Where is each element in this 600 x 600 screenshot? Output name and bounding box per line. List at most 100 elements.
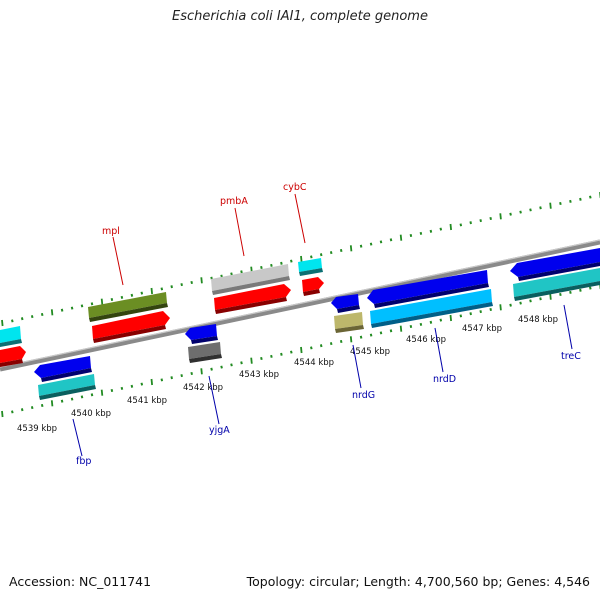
kbp-label-4542: 4542 kbp [183, 383, 223, 393]
tick-top-41 [409, 233, 413, 238]
tick-top-17 [170, 285, 173, 289]
gene-feature-pmbA-gray[interactable] [211, 264, 290, 295]
leader-line-nrdD [434, 327, 444, 373]
tick-bottom-27 [270, 354, 273, 358]
tick-bottom-5 [50, 400, 54, 407]
kbp-label-4547: 4547 kbp [462, 324, 502, 334]
tick-bottom-20 [200, 368, 203, 375]
tick-bottom-28 [280, 352, 283, 356]
tick-top-40 [399, 234, 403, 241]
gene-label-cybC[interactable]: cybC [283, 182, 307, 193]
tick-top-0 [1, 319, 4, 327]
tick-top-56 [559, 201, 562, 206]
gene-feature-left-red[interactable] [0, 346, 26, 367]
gene-feature-treC[interactable] [513, 268, 600, 301]
tick-top-34 [339, 248, 343, 253]
tick-bottom-45 [449, 314, 452, 322]
gene-feature-mpl[interactable] [92, 311, 170, 343]
tick-bottom-19 [190, 371, 193, 376]
kbp-label-4543: 4543 kbp [239, 370, 279, 380]
tick-top-47 [469, 221, 472, 225]
tick-bottom-50 [499, 304, 502, 311]
tick-top-37 [369, 242, 373, 246]
gene-feature-nrdD-blue[interactable] [367, 270, 489, 308]
tick-top-59 [589, 195, 592, 199]
tick-top-1 [11, 319, 14, 323]
gene-feature-fbp-blue[interactable] [34, 356, 92, 382]
tick-top-3 [30, 315, 34, 319]
tick-bottom-21 [210, 367, 213, 371]
gene-feature-nrdG-blue[interactable] [331, 294, 360, 313]
leader-line-pmbA [234, 207, 245, 257]
gene-feature-nrdG[interactable] [334, 312, 364, 333]
tick-bottom-43 [429, 320, 433, 324]
gene-feature-cybC-cyan[interactable] [298, 258, 323, 276]
tick-top-35 [349, 245, 353, 252]
tick-bottom-30 [300, 346, 303, 354]
tick-bottom-44 [439, 318, 443, 322]
gene-feature-mpl-olive[interactable] [88, 292, 168, 322]
kbp-label-4546: 4546 kbp [406, 335, 446, 345]
tick-bottom-55 [549, 293, 552, 300]
gene-feature-treC-blue[interactable] [510, 248, 600, 281]
leader-line-treC [563, 304, 573, 350]
tick-bottom-29 [290, 350, 293, 354]
tick-top-16 [160, 287, 164, 291]
tick-top-12 [120, 295, 124, 299]
tick-top-13 [130, 293, 134, 297]
tick-top-9 [90, 302, 94, 306]
tick-bottom-10 [100, 389, 104, 396]
tick-top-42 [419, 231, 423, 235]
gene-feature-yjgA[interactable] [188, 342, 222, 363]
tick-track-top [1, 192, 600, 327]
gene-label-yjgA[interactable]: yjgA [209, 425, 230, 436]
tick-bottom-16 [160, 378, 164, 382]
tick-top-45 [449, 223, 452, 231]
tick-top-31 [310, 255, 313, 259]
tick-bottom-15 [150, 378, 153, 386]
gene-feature-fbp[interactable] [38, 374, 96, 400]
tick-top-28 [280, 261, 283, 265]
tick-top-2 [20, 317, 24, 321]
map-title: Escherichia coli IAI1, complete genome [172, 9, 428, 24]
gene-label-treC[interactable]: treC [561, 351, 581, 362]
tick-top-15 [150, 287, 153, 295]
tick-bottom-9 [90, 393, 94, 397]
tick-bottom-49 [489, 307, 492, 312]
tick-top-39 [389, 238, 393, 242]
tick-bottom-14 [140, 382, 144, 386]
tick-bottom-22 [220, 365, 223, 369]
tick-top-51 [509, 212, 512, 216]
tick-top-57 [569, 199, 572, 203]
gene-feature-cybC[interactable] [302, 277, 324, 296]
gene-feature-left-cyan[interactable] [0, 326, 22, 347]
tick-top-32 [319, 253, 323, 257]
leader-line-yjgA [208, 375, 220, 425]
gene-label-mpl[interactable]: mpl [102, 226, 120, 237]
gene-label-nrdD[interactable]: nrdD [433, 374, 456, 385]
tick-bottom-33 [329, 342, 333, 346]
gene-label-pmbA[interactable]: pmbA [220, 196, 248, 207]
tick-bottom-34 [339, 339, 343, 344]
tick-top-4 [40, 312, 44, 317]
tick-bottom-42 [419, 322, 423, 326]
tick-bottom-35 [349, 336, 353, 343]
genome-backbone [0, 239, 600, 372]
tick-bottom-48 [479, 310, 482, 314]
kbp-label-4541: 4541 kbp [127, 396, 167, 406]
gene-feature-pmbA[interactable] [214, 284, 291, 314]
gene-label-fbp[interactable]: fbp [76, 456, 91, 467]
gene-label-nrdG[interactable]: nrdG [352, 390, 375, 401]
tick-bottom-7 [70, 397, 74, 401]
tick-bottom-8 [80, 395, 84, 399]
tick-top-8 [80, 304, 84, 308]
tick-bottom-18 [180, 374, 183, 378]
tick-top-26 [260, 265, 263, 270]
tick-top-29 [290, 259, 293, 263]
leader-line-mpl [112, 236, 124, 286]
tick-bottom-57 [569, 290, 572, 294]
gene-feature-yjgA-blue[interactable] [185, 324, 218, 344]
tick-bottom-56 [559, 292, 562, 297]
gene-feature-nrdD[interactable] [370, 289, 493, 328]
